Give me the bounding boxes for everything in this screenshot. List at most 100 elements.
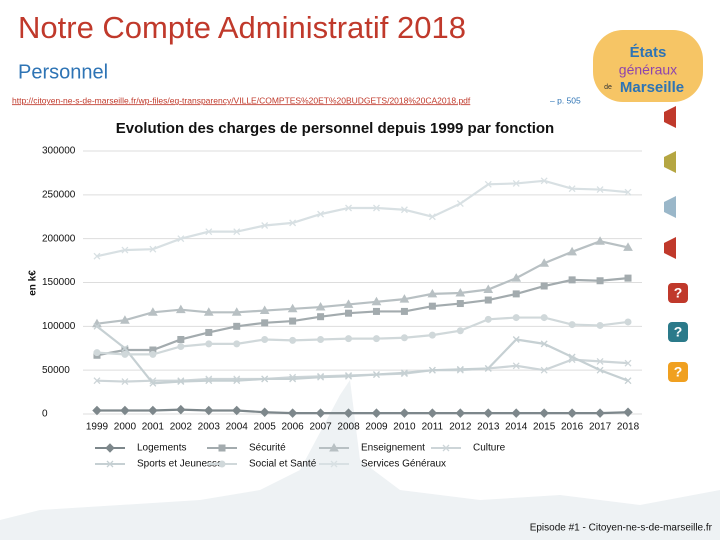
marker: [511, 273, 522, 282]
x-tick-label: 2017: [589, 422, 612, 433]
x-tick-label: 2001: [142, 422, 165, 433]
marker: [427, 288, 438, 298]
marker: [232, 405, 242, 416]
marker: [372, 307, 380, 315]
x-tick-label: 1999: [86, 422, 109, 433]
marker: [484, 296, 492, 304]
x-tick-label: 2011: [422, 422, 444, 433]
help-icon[interactable]: ?: [674, 324, 683, 340]
marker: [373, 204, 380, 212]
series-line: [96, 240, 629, 325]
marker: [120, 315, 130, 324]
marker: [233, 322, 241, 330]
legend-label: Social et Santé: [249, 459, 317, 470]
y-tick-label: 300000: [42, 146, 76, 157]
slide-title: Notre Compte Administratif 2018: [18, 10, 466, 45]
marker: [177, 342, 185, 350]
marker: [121, 378, 129, 386]
marker: [512, 290, 520, 298]
y-tick-label: 0: [42, 409, 48, 420]
marker: [261, 335, 269, 343]
help-icon[interactable]: ?: [674, 364, 683, 380]
marker: [624, 188, 632, 196]
logo-text: Marseille: [620, 79, 684, 96]
y-tick-label: 150000: [42, 277, 76, 288]
source-link[interactable]: http://citoyen-ne-s-de-marseille.fr/wp-f…: [12, 95, 471, 105]
help-icon-bg[interactable]: [668, 283, 688, 303]
y-tick-label: 100000: [42, 321, 76, 332]
marker: [484, 364, 492, 372]
marker: [233, 340, 241, 348]
series-line: [96, 179, 629, 258]
help-icon-bg[interactable]: [668, 322, 688, 342]
marker: [624, 274, 632, 282]
marker: [567, 246, 577, 256]
marker: [596, 357, 604, 365]
help-icon[interactable]: ?: [674, 285, 683, 301]
marker: [595, 408, 605, 418]
marker: [540, 314, 548, 322]
marker: [373, 371, 380, 379]
marker: [121, 350, 129, 358]
marker: [567, 408, 577, 418]
y-axis-label: en k€: [28, 270, 39, 296]
marker: [511, 408, 521, 418]
marker: [540, 282, 548, 290]
marker: [345, 335, 353, 343]
marker: [427, 408, 438, 418]
marker: [371, 408, 382, 418]
marker: [343, 408, 354, 418]
marker: [512, 314, 520, 322]
marker: [483, 408, 493, 418]
marker: [106, 460, 114, 468]
marker: [149, 245, 157, 253]
logo-text: États: [630, 44, 667, 61]
y-tick-label: 50000: [42, 365, 70, 376]
marker: [568, 353, 576, 361]
x-tick-label: 2009: [365, 422, 388, 433]
series-line: [96, 325, 629, 385]
legend-label: Logements: [137, 443, 186, 454]
marker: [345, 309, 353, 317]
marker: [93, 322, 101, 330]
marker: [317, 373, 325, 381]
marker: [623, 242, 633, 251]
marker: [540, 366, 548, 374]
marker: [218, 460, 226, 468]
x-tick-label: 2012: [449, 422, 472, 433]
legend-label: Enseignement: [361, 443, 425, 454]
marker: [456, 365, 464, 373]
marker: [233, 377, 241, 385]
x-tick-label: 2005: [254, 422, 277, 433]
marker: [204, 405, 214, 416]
marker: [596, 186, 604, 194]
footer: Episode #1 - Citoyen-ne-s-de-marseille.f…: [530, 523, 713, 534]
marker: [289, 336, 297, 344]
marker: [400, 206, 408, 214]
marker: [428, 213, 436, 221]
legend-label: Sécurité: [249, 443, 286, 454]
marker: [428, 366, 436, 374]
marker: [287, 408, 298, 418]
series-line: [96, 316, 629, 356]
marker: [624, 377, 632, 385]
marker: [343, 299, 354, 308]
x-tick-label: 2010: [393, 422, 416, 433]
marker: [400, 307, 408, 315]
marker: [456, 200, 464, 208]
chart-title: Evolution des charges de personnel depui…: [116, 120, 554, 137]
marker: [455, 408, 466, 418]
marker: [175, 304, 186, 314]
help-icon-bg[interactable]: [668, 362, 688, 382]
marker: [120, 405, 130, 416]
marker: [456, 300, 464, 308]
marker: [289, 219, 297, 227]
marker: [177, 378, 185, 386]
marker: [623, 407, 633, 417]
legend-label: Sports et Jeunesse: [137, 459, 223, 470]
x-tick-label: 2002: [170, 422, 193, 433]
marker: [317, 335, 325, 343]
marker: [624, 359, 632, 367]
marker: [399, 294, 410, 303]
